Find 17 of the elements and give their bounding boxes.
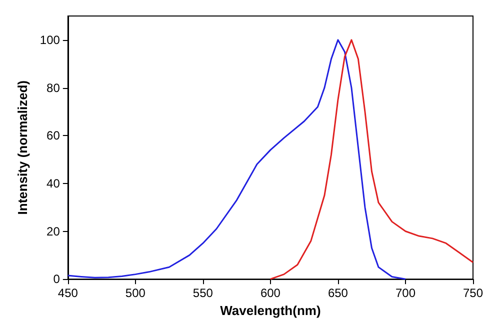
y-tick-label: 60 <box>46 128 60 143</box>
x-axis-title: Wavelength(nm) <box>220 303 321 318</box>
line-series <box>270 39 474 280</box>
line-series <box>67 39 406 280</box>
x-tick-label: 650 <box>328 286 348 300</box>
x-tick-label: 750 <box>462 286 484 300</box>
y-tick-label: 40 <box>46 176 60 190</box>
y-axis-title: Intensity (normalized) <box>15 80 30 215</box>
x-tick-label: 500 <box>125 286 146 300</box>
x-tick-label: 700 <box>395 286 416 300</box>
y-tick-label: 0 <box>53 272 60 286</box>
y-tick-label: 80 <box>46 80 60 95</box>
x-tick-label: 600 <box>260 286 281 300</box>
x-tick-label: 550 <box>192 286 214 300</box>
x-tick-label: 450 <box>58 286 78 300</box>
y-tick-label: 100 <box>40 32 60 47</box>
y-tick-label: 20 <box>46 224 60 238</box>
